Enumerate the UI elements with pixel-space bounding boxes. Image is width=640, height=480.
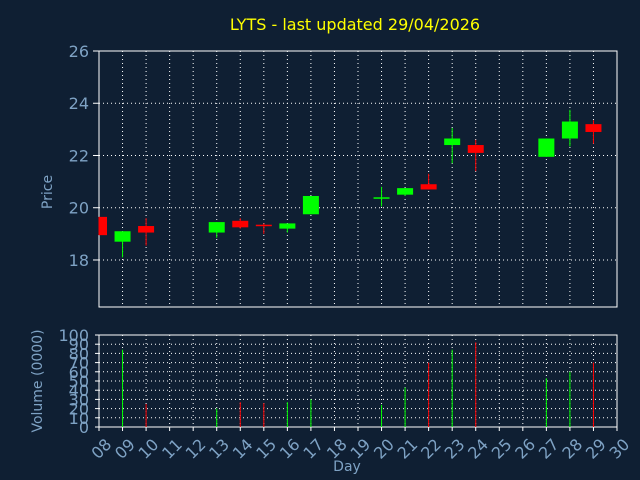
volume-tick-label: 20 — [69, 400, 89, 419]
candle-body — [538, 138, 555, 157]
candle-body — [255, 224, 272, 227]
price-tick-label: 26 — [69, 42, 89, 61]
candle-body — [397, 188, 414, 195]
candle-body — [99, 216, 107, 236]
volume-tick-label: 0 — [79, 418, 89, 437]
candle-body — [420, 184, 437, 190]
volume-tick-label: 100 — [58, 326, 89, 345]
volume-tick-label: 10 — [69, 409, 89, 428]
candle-body — [444, 138, 461, 146]
price-axis-label: Price — [40, 175, 56, 209]
volume-tick-label: 70 — [69, 354, 89, 373]
chart-title: LYTS - last updated 29/04/2026 — [230, 15, 480, 34]
volume-tick-label: 60 — [69, 363, 89, 382]
x-axis-label: Day — [333, 459, 361, 475]
price-plot-frame — [98, 50, 618, 308]
price-tick-label: 20 — [69, 199, 89, 218]
price-tick-label: 18 — [69, 251, 89, 270]
price-tick-label: 24 — [69, 94, 89, 113]
price-tick-label: 22 — [69, 146, 89, 165]
candle-body — [279, 223, 296, 229]
candle-body — [585, 124, 602, 132]
volume-tick-label: 80 — [69, 344, 89, 363]
volume-tick-label: 90 — [69, 335, 89, 354]
candle-body — [114, 231, 131, 242]
candle-body — [138, 226, 155, 233]
volume-tick-label: 50 — [69, 372, 89, 391]
price-panel: 18 20 22 24 26 — [69, 42, 618, 308]
volume-axis-label: Volume (0000) — [30, 329, 46, 432]
candle-body — [467, 145, 484, 153]
candle-body — [561, 121, 578, 139]
volume-tick-label: 30 — [69, 390, 89, 409]
candle-body — [232, 220, 249, 228]
volume-tick-label: 40 — [69, 381, 89, 400]
candle-body — [208, 222, 225, 233]
candle-body — [302, 195, 319, 215]
candle-body — [373, 197, 390, 199]
